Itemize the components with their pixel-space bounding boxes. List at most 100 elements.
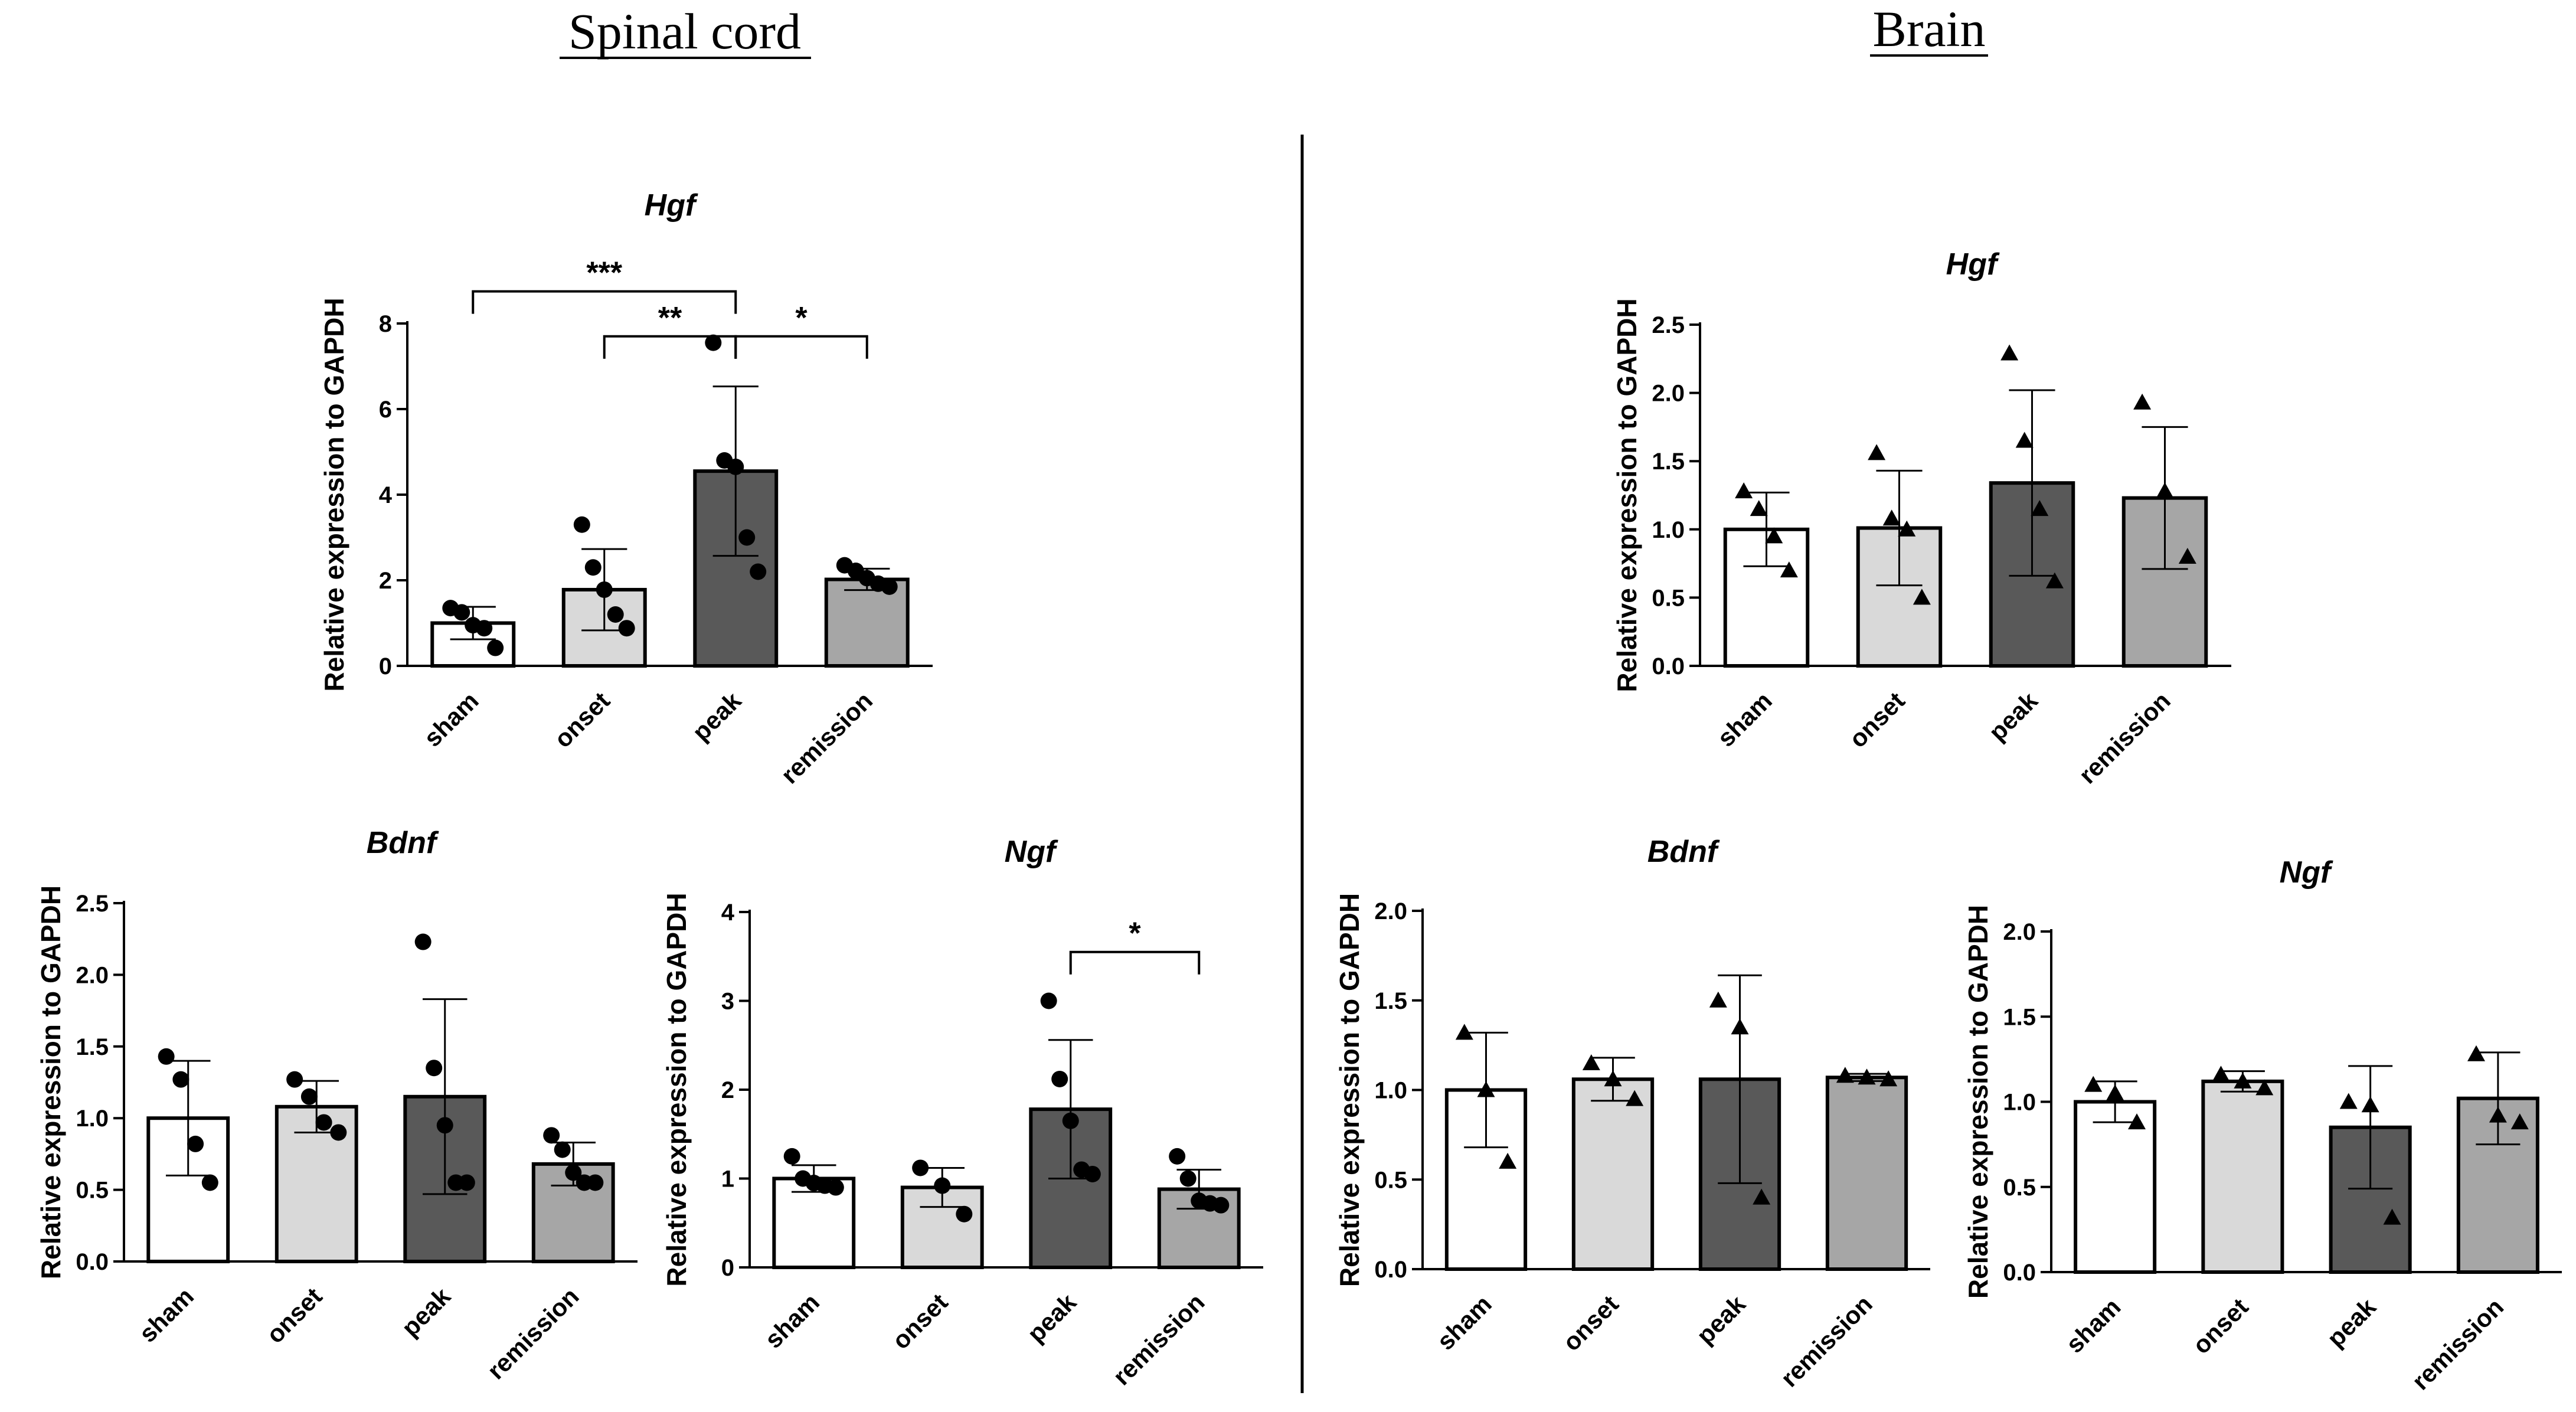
y-axis-label: Relative expression to GAPDH xyxy=(1334,893,1365,1287)
data-point xyxy=(1604,1070,1622,1087)
chart-br_hgf: Hgf Relative expression to GAPDH 0.0 0.5 1.0… xyxy=(1611,247,2231,789)
data-point xyxy=(436,1117,453,1134)
x-category-label-peak: peak xyxy=(1983,687,2043,746)
x-category-label-sham: sham xyxy=(1712,687,1777,752)
data-point xyxy=(1169,1148,1186,1165)
y-tick-label: 6 xyxy=(379,397,392,423)
x-category-label-sham: sham xyxy=(133,1282,199,1348)
data-point xyxy=(565,1164,582,1181)
x-category-label-peak: peak xyxy=(2322,1293,2381,1352)
significance-bracket xyxy=(472,290,737,314)
data-point xyxy=(2015,432,2034,448)
bar-sham xyxy=(2074,1100,2157,1274)
y-tick-label: 3 xyxy=(721,989,734,1015)
data-point xyxy=(912,1159,929,1176)
x-category-label-sham: sham xyxy=(1431,1290,1497,1355)
data-point xyxy=(881,578,898,595)
charts-container: Hgf Relative expression to GAPDH 0 2 4 6 8 sham… xyxy=(35,188,2562,1395)
data-point xyxy=(2339,1093,2358,1109)
bar-onset xyxy=(2201,1079,2284,1274)
bar-remission xyxy=(824,577,910,668)
data-point xyxy=(487,639,504,656)
chart-sc_ngf: Ngf Relative expression to GAPDH 0 1 2 3 4 sham… xyxy=(661,835,1263,1391)
chart-title: Ngf xyxy=(1005,835,1058,869)
data-point xyxy=(618,620,635,637)
y-tick-label: 1.0 xyxy=(76,1106,109,1132)
significance-label: *** xyxy=(586,256,622,290)
data-point xyxy=(2383,1208,2401,1225)
data-point xyxy=(453,604,470,621)
y-tick-label: 2.0 xyxy=(76,962,109,988)
y-tick-label: 8 xyxy=(379,311,392,337)
x-category-label-onset: onset xyxy=(2187,1293,2253,1359)
x-category-label-peak: peak xyxy=(396,1282,456,1342)
data-point xyxy=(934,1177,951,1194)
y-tick-label: 2 xyxy=(721,1077,734,1103)
data-point xyxy=(1179,1170,1197,1187)
y-tick-label: 0 xyxy=(379,653,392,679)
data-point xyxy=(554,1141,571,1158)
y-tick-label: 4 xyxy=(721,900,735,926)
data-point xyxy=(1626,1090,1644,1106)
data-point xyxy=(584,559,601,576)
y-tick-label: 1.5 xyxy=(2003,1004,2036,1030)
chart-sc_bdnf: Bdnf Relative expression to GAPDH 0.0 0.5 1.… xyxy=(35,826,638,1385)
significance-label: * xyxy=(795,301,808,335)
y-tick-label: 0.0 xyxy=(76,1249,109,1275)
y-tick-label: 1.5 xyxy=(76,1034,109,1060)
data-point xyxy=(1084,1165,1101,1182)
data-point xyxy=(476,620,493,637)
data-point xyxy=(1753,1188,1771,1205)
significance-label: ** xyxy=(658,301,682,335)
x-category-label-remission: remission xyxy=(2407,1293,2509,1395)
y-tick-label: 0.0 xyxy=(2003,1260,2036,1286)
chart-br_ngf: Ngf Relative expression to GAPDH 0.0 0.5 1.0… xyxy=(1963,855,2562,1395)
data-point xyxy=(2045,572,2064,589)
y-axis-label: Relative expression to GAPDH xyxy=(35,885,66,1279)
data-point xyxy=(2178,548,2196,564)
data-point xyxy=(2084,1076,2103,1092)
data-point xyxy=(1455,1024,1473,1040)
chart-title: Bdnf xyxy=(1647,835,1720,869)
data-point xyxy=(2106,1084,2124,1101)
chart-br_bdnf: Bdnf Relative expression to GAPDH 0.0 0.5 1.… xyxy=(1334,835,1930,1393)
x-category-label-sham: sham xyxy=(419,687,484,752)
section-title-brain: Brain xyxy=(1872,1,1985,57)
y-tick-label: 2.5 xyxy=(76,891,109,917)
data-point xyxy=(1582,1054,1600,1070)
chart-title: Bdnf xyxy=(367,826,439,860)
x-category-label-onset: onset xyxy=(549,687,615,753)
data-point xyxy=(2510,1113,2529,1130)
x-category-label-sham: sham xyxy=(759,1288,825,1354)
data-point xyxy=(1051,1070,1068,1087)
y-tick-label: 0.0 xyxy=(1652,653,1685,679)
x-category-label-peak: peak xyxy=(1022,1288,1081,1348)
x-category-label-onset: onset xyxy=(1843,687,1910,753)
data-point xyxy=(738,529,756,546)
data-point xyxy=(2000,344,2019,361)
data-point xyxy=(1780,561,1798,578)
data-point xyxy=(2255,1079,2274,1096)
data-point xyxy=(158,1048,175,1065)
y-axis-label: Relative expression to GAPDH xyxy=(1963,905,1993,1299)
data-point xyxy=(2467,1045,2486,1061)
x-category-label-sham: sham xyxy=(2061,1293,2126,1358)
data-point xyxy=(705,334,722,351)
data-point xyxy=(426,1060,443,1077)
section-title-spinal-cord: Spinal cord xyxy=(568,3,801,60)
y-tick-label: 1 xyxy=(721,1166,734,1192)
data-point xyxy=(1731,1018,1749,1035)
y-tick-label: 1.5 xyxy=(1374,988,1407,1014)
data-point xyxy=(1735,482,1753,499)
data-point xyxy=(783,1148,800,1165)
data-point xyxy=(330,1124,347,1141)
data-point xyxy=(1913,589,1931,605)
significance-label: * xyxy=(1129,917,1141,951)
significance-bracket xyxy=(734,335,868,359)
x-category-label-peak: peak xyxy=(1691,1290,1751,1349)
y-tick-label: 4 xyxy=(379,482,393,508)
y-tick-label: 0.5 xyxy=(2003,1175,2036,1201)
y-axis-label: Relative expression to GAPDH xyxy=(1611,298,1642,692)
data-point xyxy=(543,1127,560,1144)
